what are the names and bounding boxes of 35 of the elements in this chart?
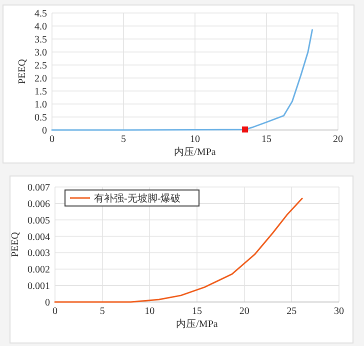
y-tick-label: 4.0 bbox=[34, 22, 47, 32]
legend-label: 有补强-无坡脚-爆破 bbox=[94, 192, 181, 204]
x-tick-label: 10 bbox=[190, 134, 200, 145]
x-tick-label: 5 bbox=[121, 134, 126, 145]
y-tick-label: 0.007 bbox=[28, 182, 50, 194]
y-tick-label: 0.005 bbox=[28, 215, 50, 226]
x-tick-label: 5 bbox=[100, 306, 105, 317]
y-tick-label: 0 bbox=[45, 298, 50, 308]
y-axis-title: PEEQ bbox=[17, 58, 28, 84]
x-tick-label: 0 bbox=[52, 306, 58, 317]
y-tick-label: 2.5 bbox=[34, 60, 47, 72]
y-tick-label: 1.0 bbox=[34, 100, 47, 110]
x-tick-label: 25 bbox=[286, 306, 297, 317]
x-tick-label: 15 bbox=[192, 306, 202, 317]
x-tick-label: 10 bbox=[144, 306, 155, 317]
y-tick-label: 3.5 bbox=[34, 34, 47, 46]
x-tick-label: 15 bbox=[262, 134, 272, 145]
x-axis-title: 内压/MPa bbox=[174, 146, 216, 158]
x-axis-title: 内压/MPa bbox=[176, 318, 218, 330]
y-tick-label: 0.001 bbox=[28, 281, 50, 292]
y-tick-label: 4.5 bbox=[34, 8, 47, 20]
y-tick-label: 0.006 bbox=[28, 198, 50, 210]
x-tick-label: 20 bbox=[239, 306, 250, 317]
y-tick-label: 1.5 bbox=[34, 86, 47, 98]
y-tick-label: 0 bbox=[42, 126, 47, 136]
y-axis-title: PEEQ bbox=[10, 231, 21, 257]
x-tick-label: 30 bbox=[334, 306, 344, 317]
y-tick-label: 0.002 bbox=[28, 264, 50, 276]
y-tick-label: 0.5 bbox=[34, 112, 47, 124]
line-series bbox=[51, 29, 314, 131]
y-tick-label: 0.003 bbox=[28, 248, 50, 260]
y-tick-label: 0.004 bbox=[28, 232, 50, 243]
x-tick-label: 20 bbox=[333, 134, 343, 145]
y-tick-label: 2.0 bbox=[34, 74, 47, 84]
y-tick-label: 3.0 bbox=[34, 48, 47, 58]
